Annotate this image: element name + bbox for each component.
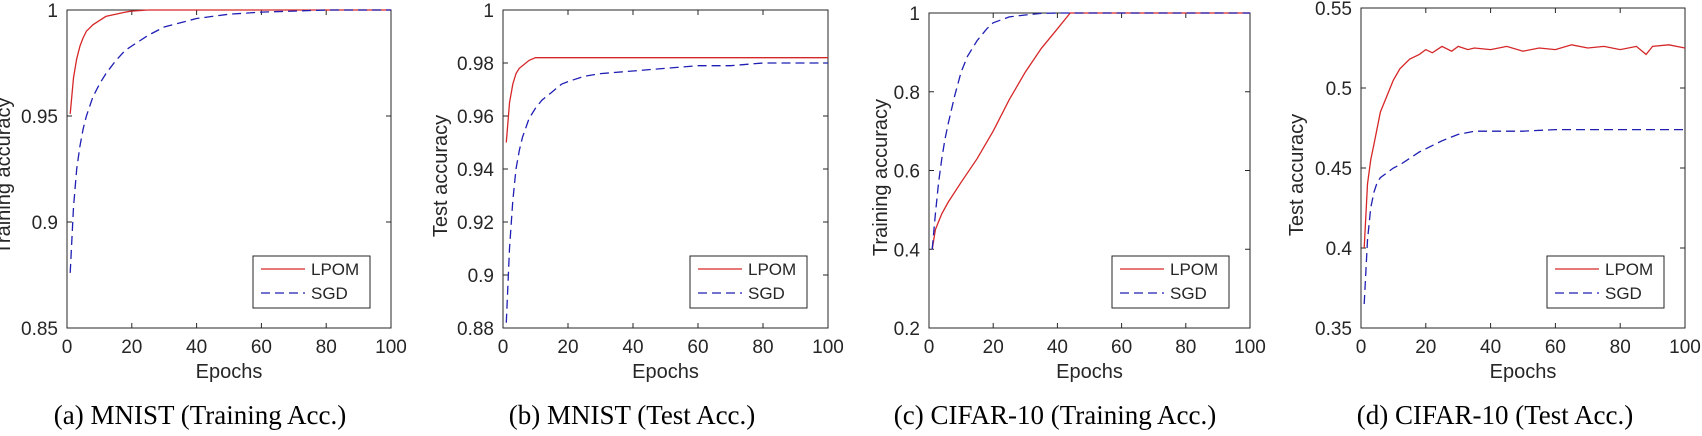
chart-a-y-tick-label: 1 bbox=[47, 1, 58, 22]
chart-a-x-tick-label: 60 bbox=[251, 337, 272, 358]
chart-a-x-tick-label: 80 bbox=[316, 337, 337, 358]
caption-c: (c) CIFAR-10 (Training Acc.) bbox=[893, 400, 1217, 430]
chart-a-x-axis-label: Epochs bbox=[196, 361, 263, 383]
caption-b: (b) MNIST (Test Acc.) bbox=[508, 400, 756, 430]
chart-c-y-tick-label: 1 bbox=[909, 4, 920, 25]
chart-c-x-tick-label: 40 bbox=[1047, 337, 1068, 358]
chart-a-x-tick-label: 40 bbox=[186, 337, 207, 358]
chart-c-y-tick-label: 0.8 bbox=[894, 83, 920, 104]
chart-c-y-tick-label: 0.4 bbox=[894, 240, 921, 261]
chart-b-x-tick-label: 20 bbox=[557, 337, 578, 358]
chart-d-x-axis-label: Epochs bbox=[1490, 361, 1557, 383]
chart-c-x-tick-label: 0 bbox=[924, 337, 935, 358]
chart-d-x-tick-label: 100 bbox=[1669, 337, 1701, 358]
caption-a: (a) MNIST (Training Acc.) bbox=[53, 400, 347, 430]
chart-b-y-axis-label: Test accuracy bbox=[430, 115, 452, 237]
chart-b-x-tick-label: 0 bbox=[498, 337, 509, 358]
chart-b-y-tick-label: 1 bbox=[483, 1, 494, 22]
chart-b: 0 20 40 60 80 100 0.88 0.9 0.92 0.94 0.96 0.98 1 Epoc… bbox=[430, 1, 844, 383]
chart-c: 0 20 40 60 80 100 0.2 0.4 0.6 0.8 1 Epochs Training … bbox=[870, 4, 1266, 383]
chart-b-x-tick-label: 60 bbox=[687, 337, 708, 358]
chart-d-legend-sgd-label: SGD bbox=[1605, 284, 1642, 303]
chart-c-legend-sgd-label: SGD bbox=[1170, 284, 1207, 303]
chart-b-x-axis-label: Epochs bbox=[632, 361, 699, 383]
chart-b-y-tick-label: 0.92 bbox=[457, 213, 494, 234]
chart-c-x-axis-label: Epochs bbox=[1056, 361, 1123, 383]
chart-c-y-axis-label: Training accuracy bbox=[870, 99, 892, 256]
chart-a-y-tick-label: 0.95 bbox=[21, 107, 58, 128]
chart-d-x-tick-label: 60 bbox=[1545, 337, 1566, 358]
caption-d: (d) CIFAR-10 (Test Acc.) bbox=[1356, 400, 1634, 430]
chart-d-x-tick-label: 80 bbox=[1610, 337, 1631, 358]
chart-a-y-tick-label: 0.85 bbox=[21, 319, 58, 340]
chart-b-legend-box bbox=[689, 255, 808, 309]
chart-b-x-tick-label: 40 bbox=[622, 337, 643, 358]
chart-b-y-tick-label: 0.96 bbox=[457, 107, 494, 128]
chart-a-series-lpom-line bbox=[69, 9, 391, 114]
chart-d-x-tick-label: 0 bbox=[1356, 337, 1367, 358]
chart-d-y-tick-label: 0.55 bbox=[1315, 0, 1352, 20]
chart-b-x-tick-label: 100 bbox=[812, 337, 844, 358]
chart-a-y-tick-label: 0.9 bbox=[32, 213, 58, 234]
chart-c-x-tick-label: 20 bbox=[983, 337, 1004, 358]
chart-a: 0 20 40 60 80 100 0.85 0.9 0.95 1 Epochs Training a… bbox=[0, 1, 407, 383]
chart-c-x-tick-label: 100 bbox=[1234, 337, 1266, 358]
chart-d-y-tick-label: 0.45 bbox=[1315, 159, 1352, 180]
chart-d-y-axis-label: Test accuracy bbox=[1286, 114, 1308, 236]
chart-d-x-tick-label: 40 bbox=[1480, 337, 1501, 358]
chart-d: 0 20 40 60 80 100 0.35 0.4 0.45 0.5 0.55 Epochs Test… bbox=[1286, 0, 1701, 383]
chart-c-legend-lpom-label: LPOM bbox=[1170, 260, 1218, 279]
chart-d-legend-lpom-label: LPOM bbox=[1605, 260, 1653, 279]
chart-d-x-tick-label: 20 bbox=[1415, 337, 1436, 358]
chart-d-series-sgd-line bbox=[1363, 128, 1685, 305]
chart-b-y-tick-label: 0.9 bbox=[468, 266, 494, 287]
chart-b-y-tick-label: 0.98 bbox=[457, 54, 494, 75]
chart-b-y-tick-label: 0.94 bbox=[457, 160, 494, 181]
chart-a-series-sgd-line bbox=[69, 9, 391, 273]
chart-c-x-tick-label: 60 bbox=[1111, 337, 1132, 358]
chart-a-legend-box bbox=[252, 255, 371, 309]
chart-d-y-tick-label: 0.35 bbox=[1315, 319, 1352, 340]
chart-a-x-tick-label: 20 bbox=[121, 337, 142, 358]
chart-a-legend-lpom-label: LPOM bbox=[311, 260, 359, 279]
chart-c-legend-box bbox=[1111, 255, 1230, 309]
chart-b-x-tick-label: 80 bbox=[752, 337, 773, 358]
chart-c-y-tick-label: 0.2 bbox=[894, 319, 920, 340]
chart-a-legend-sgd-label: SGD bbox=[311, 284, 348, 303]
chart-d-series-lpom-line bbox=[1363, 44, 1685, 249]
chart-c-series-lpom-line bbox=[931, 12, 1250, 250]
chart-d-y-tick-label: 0.5 bbox=[1326, 79, 1352, 100]
chart-b-y-tick-label: 0.88 bbox=[457, 319, 494, 340]
chart-a-y-axis-label: Training accuracy bbox=[0, 97, 15, 254]
chart-b-legend-sgd-label: SGD bbox=[748, 284, 785, 303]
chart-b-series-lpom-line bbox=[505, 57, 828, 143]
chart-a-x-tick-label: 0 bbox=[62, 337, 73, 358]
chart-d-legend-box bbox=[1546, 255, 1665, 309]
chart-b-series-sgd-line bbox=[505, 62, 828, 323]
chart-b-legend-lpom-label: LPOM bbox=[748, 260, 796, 279]
chart-c-x-tick-label: 80 bbox=[1175, 337, 1196, 358]
chart-a-x-tick-label: 100 bbox=[375, 337, 407, 358]
chart-c-y-tick-label: 0.6 bbox=[894, 162, 920, 183]
chart-d-y-tick-label: 0.4 bbox=[1326, 239, 1353, 260]
